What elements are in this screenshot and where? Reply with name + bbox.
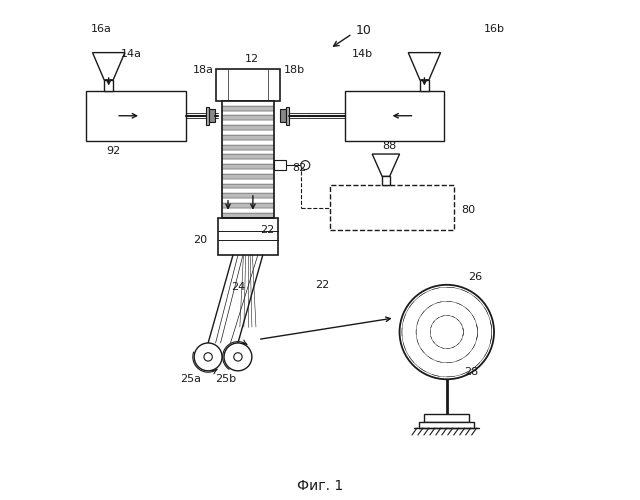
Circle shape xyxy=(234,352,242,361)
Circle shape xyxy=(399,285,494,380)
Text: 18b: 18b xyxy=(284,65,305,75)
Text: 88: 88 xyxy=(382,140,396,150)
Bar xyxy=(222,144,274,150)
Text: Фиг. 1: Фиг. 1 xyxy=(297,479,343,493)
Bar xyxy=(222,154,274,160)
Text: 80: 80 xyxy=(461,205,476,215)
Bar xyxy=(222,169,274,174)
Bar xyxy=(222,140,274,144)
Bar xyxy=(222,101,274,218)
Bar xyxy=(419,422,474,428)
Polygon shape xyxy=(372,154,399,176)
Text: 92: 92 xyxy=(106,146,120,156)
Bar xyxy=(104,80,113,91)
Text: 16b: 16b xyxy=(484,24,505,34)
Bar xyxy=(345,91,444,140)
Circle shape xyxy=(224,343,252,371)
Bar xyxy=(222,116,274,120)
Polygon shape xyxy=(408,52,440,80)
Bar xyxy=(222,188,274,194)
Text: 14a: 14a xyxy=(121,48,142,58)
Text: 16a: 16a xyxy=(92,24,112,34)
Polygon shape xyxy=(93,52,125,80)
Text: 22: 22 xyxy=(315,280,329,290)
Text: 18a: 18a xyxy=(193,65,214,75)
Text: 25a: 25a xyxy=(180,374,201,384)
Bar xyxy=(222,208,274,213)
Circle shape xyxy=(301,160,310,170)
Text: 22: 22 xyxy=(260,225,275,235)
Bar xyxy=(86,91,186,140)
Text: 26: 26 xyxy=(468,272,483,282)
Bar xyxy=(280,110,285,122)
Bar xyxy=(222,164,274,169)
Bar xyxy=(222,110,274,116)
Bar xyxy=(424,414,469,422)
Circle shape xyxy=(194,343,222,371)
Bar xyxy=(222,178,274,184)
Bar xyxy=(222,101,274,105)
Text: 25b: 25b xyxy=(216,374,237,384)
Bar xyxy=(222,213,274,218)
Bar xyxy=(222,106,274,110)
Bar xyxy=(420,80,429,91)
Bar xyxy=(330,186,454,230)
Circle shape xyxy=(204,352,212,361)
Bar xyxy=(218,218,278,255)
Bar xyxy=(382,176,390,186)
Text: 12: 12 xyxy=(244,54,259,64)
Text: 20: 20 xyxy=(193,235,207,245)
Bar xyxy=(205,107,209,124)
Bar xyxy=(222,160,274,164)
Bar xyxy=(274,160,287,170)
Bar xyxy=(222,198,274,203)
Text: 28: 28 xyxy=(464,367,479,377)
Text: 24: 24 xyxy=(232,282,246,292)
Bar xyxy=(222,150,274,154)
Bar xyxy=(222,135,274,140)
Bar xyxy=(216,68,280,101)
Bar xyxy=(222,194,274,198)
Bar xyxy=(222,184,274,188)
Bar xyxy=(222,120,274,125)
Bar xyxy=(222,174,274,178)
Bar xyxy=(222,125,274,130)
Text: 10: 10 xyxy=(356,24,372,36)
Text: 14b: 14b xyxy=(352,48,374,58)
Bar xyxy=(222,130,274,135)
Text: 82: 82 xyxy=(292,163,307,173)
Bar xyxy=(209,110,214,122)
Bar xyxy=(285,107,289,124)
Bar xyxy=(222,203,274,208)
